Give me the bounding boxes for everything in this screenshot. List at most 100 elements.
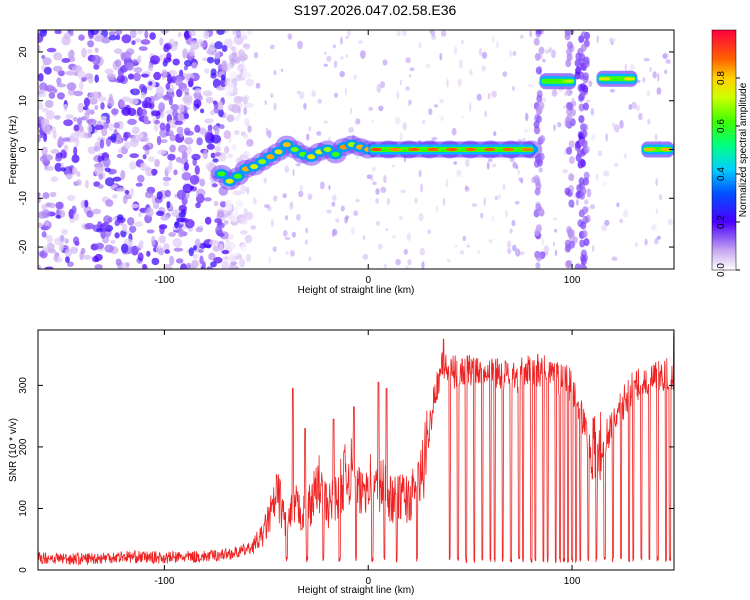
noise-blob (611, 256, 618, 261)
noise-blob (539, 135, 546, 144)
noise-blob (656, 235, 661, 240)
noise-blob (98, 173, 103, 180)
noise-blob (349, 107, 353, 115)
noise-blob (158, 248, 165, 256)
noise-blob (174, 120, 184, 126)
noise-blob (189, 30, 196, 37)
track-core (266, 154, 275, 160)
noise-blob (110, 133, 117, 143)
noise-blob (205, 118, 213, 123)
segment-peak (643, 147, 656, 152)
noise-blob (212, 78, 221, 89)
noise-blob (163, 263, 172, 269)
noise-blob (212, 158, 219, 163)
noise-blob (146, 229, 155, 234)
noise-blob (246, 186, 250, 195)
noise-blob (72, 117, 78, 122)
colorbar: 0.0 0.2 0.4 0.6 0.8 Normalized spectral ampl… (711, 29, 749, 277)
noise-blob (652, 223, 657, 231)
noise-blob (221, 249, 230, 255)
noise-blob (457, 78, 463, 86)
colorbar-label: Normalized spectral amplitude (738, 82, 749, 217)
noise-blob (116, 75, 125, 83)
noise-blob (95, 242, 104, 250)
noise-blob (462, 235, 467, 242)
noise-blob (583, 171, 590, 180)
noise-blob (502, 71, 508, 77)
noise-blob (478, 47, 483, 56)
noise-blob (634, 242, 639, 248)
noise-blob (200, 41, 207, 48)
noise-blob (583, 102, 589, 111)
noise-blob (105, 117, 111, 124)
noise-blob (153, 122, 159, 132)
noise-blob (182, 48, 188, 58)
noise-blob (358, 40, 364, 44)
noise-blob (233, 95, 243, 105)
noise-blob (136, 244, 144, 249)
noise-blob (493, 131, 497, 137)
noise-blob (153, 71, 162, 81)
noise-blob (144, 96, 152, 103)
noise-blob (108, 123, 114, 131)
noise-blob (657, 72, 660, 82)
noise-blob (502, 183, 506, 190)
noise-blob (568, 140, 575, 149)
noise-blob (283, 230, 288, 237)
noise-blob (177, 144, 188, 154)
noise-blob (147, 64, 154, 72)
noise-blob (509, 50, 512, 58)
noise-blob (504, 210, 509, 218)
y-tick-label: 300 (18, 377, 29, 394)
noise-blob (191, 153, 201, 161)
noise-blob (564, 91, 567, 97)
noise-blob (332, 232, 335, 237)
noise-blob (131, 126, 140, 135)
noise-blob (481, 65, 487, 72)
noise-blob (552, 217, 558, 221)
noise-blob (186, 262, 192, 269)
noise-blob (104, 167, 111, 173)
noise-blob (319, 181, 325, 190)
noise-blob (570, 108, 576, 117)
noise-blob (180, 87, 190, 93)
noise-blob (238, 258, 246, 268)
noise-blob (477, 250, 481, 254)
noise-blob (636, 79, 641, 84)
noise-blob (581, 229, 588, 238)
noise-blob (142, 154, 147, 160)
noise-blob (61, 35, 71, 46)
noise-blob (77, 102, 85, 113)
noise-blob (514, 200, 520, 205)
noise-blob (73, 90, 84, 97)
noise-blob (163, 243, 170, 252)
noise-blob (73, 71, 79, 76)
noise-blob (44, 66, 52, 75)
y-tick-label: 20 (18, 46, 29, 58)
noise-blob (189, 40, 200, 50)
noise-blob (48, 86, 56, 91)
noise-blob (214, 145, 221, 152)
noise-blob (169, 134, 176, 142)
noise-blob (200, 108, 205, 114)
noise-blob (225, 210, 232, 216)
noise-blob (292, 168, 295, 177)
noise-blob (557, 121, 562, 128)
noise-blob (658, 193, 663, 201)
noise-blob (487, 93, 491, 100)
noise-blob (375, 197, 379, 204)
noise-blob (123, 131, 131, 139)
noise-blob (484, 110, 487, 118)
noise-blob (196, 137, 203, 146)
noise-blob (241, 58, 245, 64)
noise-blob (317, 98, 322, 104)
noise-blob (163, 57, 172, 63)
noise-blob (234, 205, 239, 216)
noise-blob (139, 132, 144, 139)
noise-blob (244, 117, 250, 127)
noise-blob (568, 156, 575, 165)
noise-blob (596, 35, 599, 44)
noise-blob (77, 69, 86, 80)
noise-blob (491, 36, 496, 43)
noise-blob (327, 136, 332, 142)
